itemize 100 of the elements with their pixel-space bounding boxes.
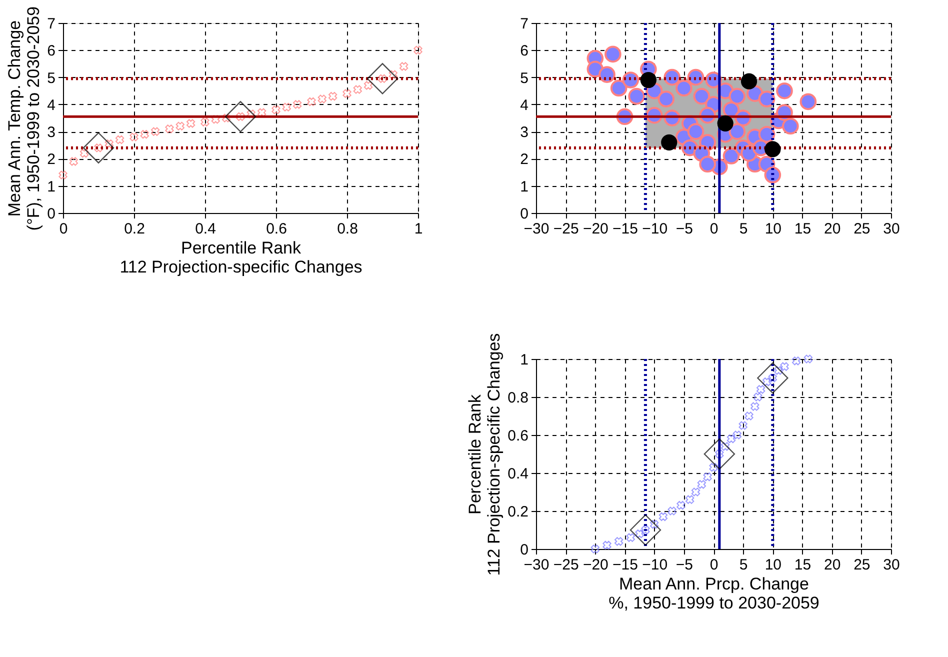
y-tick-label: 0.8 <box>508 390 528 406</box>
y-tick-label: 2 <box>520 151 528 168</box>
point <box>150 127 160 136</box>
point <box>200 118 210 126</box>
x-tick-label: −25 <box>553 556 579 574</box>
point <box>635 529 644 538</box>
y-tick-label: 5 <box>47 70 56 87</box>
point <box>165 124 174 134</box>
point <box>721 442 730 451</box>
point <box>82 132 114 164</box>
y-axis-title: Mean Ann. Temp. Change (°F), 1950-1999 to 2030-2059 <box>5 6 44 231</box>
y-tick-label: 3 <box>520 124 528 142</box>
point <box>176 122 184 130</box>
x-tick-label: 0 <box>59 220 68 238</box>
point <box>691 488 700 496</box>
x-tick-label: −30 <box>524 556 550 574</box>
point <box>69 157 78 166</box>
x-tick-label: 15 <box>794 220 812 238</box>
point <box>722 148 740 164</box>
x-tick-label: 10 <box>764 220 782 238</box>
y-tick-label: 6 <box>47 42 56 60</box>
point <box>693 88 710 105</box>
point <box>186 119 196 128</box>
y-tick-label: 0 <box>520 206 528 222</box>
point <box>282 102 291 112</box>
y-tick-label: 6 <box>520 42 528 60</box>
y-axis-title: Percentile Rank 112 Projection-specific Changes <box>466 333 504 576</box>
point <box>104 139 114 148</box>
point <box>804 354 812 364</box>
point <box>353 85 362 94</box>
point <box>738 421 748 430</box>
point <box>676 500 686 510</box>
point <box>80 148 89 158</box>
y-tick-label: 0 <box>520 542 528 558</box>
x-tick-label: 0 <box>710 556 718 574</box>
point <box>364 81 373 90</box>
x-tick-label: 0 <box>710 220 718 238</box>
y-tick-label: 4 <box>520 96 528 114</box>
point <box>610 80 628 97</box>
point <box>272 106 280 114</box>
point <box>614 537 624 546</box>
x-tick-label: 0.4 <box>195 220 216 238</box>
point <box>388 70 398 79</box>
x-tick-label: 0.8 <box>337 220 358 238</box>
point <box>328 92 338 101</box>
point <box>754 392 762 402</box>
point <box>757 362 788 394</box>
x-tick-label: 15 <box>794 556 812 574</box>
point <box>211 115 220 124</box>
point <box>640 72 656 88</box>
y-tick-label: 1 <box>47 178 56 196</box>
point <box>744 412 754 420</box>
point <box>686 495 694 504</box>
point <box>58 170 68 180</box>
point <box>130 132 138 142</box>
point <box>318 94 326 104</box>
x-tick-label: −15 <box>612 556 638 574</box>
point <box>687 123 704 140</box>
point <box>115 135 124 144</box>
x-tick-label: 20 <box>824 220 841 238</box>
x-tick-label: 0.6 <box>266 220 287 238</box>
y-tick-label: 3 <box>47 124 56 142</box>
point <box>307 97 316 106</box>
y-tick-label: 1 <box>520 352 528 368</box>
point <box>703 472 712 482</box>
x-tick-label: −20 <box>582 220 608 238</box>
point <box>732 430 742 440</box>
x-tick-label: −10 <box>642 220 668 238</box>
x-axis-title: Percentile Rank 112 Projection-specific Changes <box>120 238 362 276</box>
y-tick-label: 0.6 <box>508 428 528 444</box>
point <box>697 480 706 489</box>
point <box>676 80 692 97</box>
point <box>782 118 799 135</box>
point <box>800 93 817 110</box>
y-tick-label: 0.4 <box>508 466 528 482</box>
point <box>602 540 612 550</box>
y-tick-label: 4 <box>47 96 56 114</box>
point <box>758 90 776 108</box>
point <box>699 156 716 173</box>
y-tick-label: 7 <box>520 16 528 32</box>
point <box>628 88 645 105</box>
x-tick-label: −5 <box>676 556 693 574</box>
x-tick-label: 0.2 <box>124 220 145 238</box>
point <box>726 434 736 444</box>
point <box>776 82 793 100</box>
point <box>658 512 668 522</box>
x-tick-label: −30 <box>524 220 550 238</box>
x-tick-label: −5 <box>676 220 693 238</box>
point <box>650 520 659 529</box>
x-tick-label: 30 <box>883 220 900 238</box>
point <box>668 506 676 516</box>
point <box>764 141 781 158</box>
x-tick-label: 20 <box>824 556 841 574</box>
point <box>792 356 801 366</box>
point <box>399 62 408 71</box>
point <box>661 134 678 150</box>
point <box>774 366 783 375</box>
y-tick-label: 7 <box>47 16 56 32</box>
y-tick-label: 0 <box>47 206 56 222</box>
point <box>762 377 772 386</box>
